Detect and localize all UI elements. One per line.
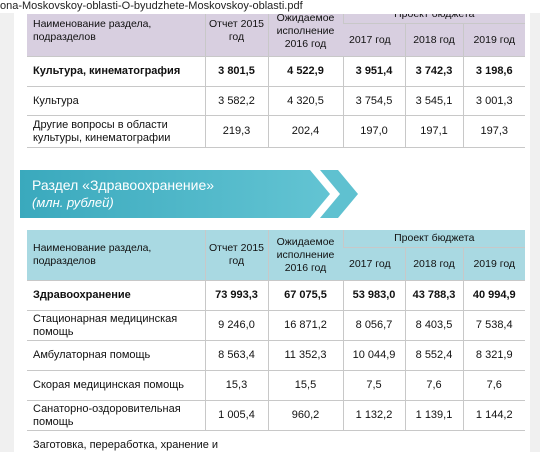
header-row: Наименование раздела, подразделов Отчет 2… [27, 14, 525, 57]
row-value: 219,3 [204, 115, 268, 148]
row-value: 1 144,2 [462, 400, 525, 431]
header-year: 2018 год [404, 247, 463, 281]
row-value: 16 871,2 [267, 310, 343, 341]
row-value: 43 788,3 [404, 280, 463, 311]
header-year: 2019 год [462, 23, 525, 57]
row-value: 1 132,2 [342, 400, 405, 431]
header-year: 2017 год [343, 23, 405, 57]
row-value: 1 005,4 [204, 400, 268, 431]
row-value: 7,6 [462, 370, 525, 401]
row-value: 4 522,9 [267, 56, 343, 87]
row-value: 3 801,5 [204, 56, 268, 87]
table-row: Санаторно-оздоровительная помощь 1 005,4 9… [27, 400, 525, 431]
row-value: 3 582,2 [204, 86, 268, 116]
banner-unit: (млн. рублей) [32, 195, 114, 210]
row-value: 197,0 [342, 115, 405, 148]
row-value: 8 563,4 [204, 340, 268, 371]
table-health: Наименование раздела, подразделов Отчет 2… [27, 230, 525, 452]
header-year: 2017 год [343, 247, 405, 281]
row-value: 3 545,1 [404, 86, 463, 116]
table-row: Культура, кинематография 3 801,5 4 522,9 3 … [27, 56, 525, 87]
row-label: Стационарная медицинская помощь [27, 310, 205, 341]
row-value: 8 403,5 [404, 310, 463, 341]
header-expected: Ожидаемое исполнение 2016 год [267, 230, 343, 281]
table-row: Здравоохранение 73 993,3 67 075,5 53 983,0 4… [27, 280, 525, 311]
row-value: 8 056,7 [342, 310, 405, 341]
row-value: 3 001,3 [462, 86, 525, 116]
row-value: 3 754,5 [342, 86, 405, 116]
row-label: Заготовка, переработка, хранение и [27, 430, 525, 452]
pdf-page: Наименование раздела, подразделов Отчет 2… [14, 13, 530, 452]
table-row: Другие вопросы в области культуры, кинем… [27, 115, 525, 148]
row-value: 9 246,0 [204, 310, 268, 341]
row-value: 197,1 [404, 115, 463, 148]
table-row: Культура 3 582,2 4 320,5 3 754,5 3 545,1 3 00… [27, 86, 525, 116]
row-value: 4 320,5 [267, 86, 343, 116]
row-value: 1 139,1 [404, 400, 463, 431]
row-value: 67 075,5 [267, 280, 343, 311]
row-label: Амбулаторная помощь [27, 340, 205, 371]
row-value: 3 742,3 [404, 56, 463, 87]
table-row: Амбулаторная помощь 8 563,4 11 352,3 10 044… [27, 340, 525, 371]
banner-title: Раздел «Здравоохранение» [32, 177, 215, 193]
header-year: 2018 год [404, 23, 463, 57]
header-name: Наименование раздела, подразделов [27, 230, 205, 281]
row-value: 73 993,3 [204, 280, 268, 311]
row-value: 3 951,4 [342, 56, 405, 87]
banner-text: Раздел «Здравоохранение» (млн. рублей) [32, 177, 214, 211]
row-value: 3 198,6 [462, 56, 525, 87]
row-value: 15,5 [267, 370, 343, 401]
data-table: Наименование раздела, подразделов Отчет 2… [27, 230, 525, 452]
row-value: 7,5 [342, 370, 405, 401]
header-year: 2019 год [462, 247, 525, 281]
data-table: Наименование раздела, подразделов Отчет 2… [27, 14, 525, 148]
row-value: 11 352,3 [267, 340, 343, 371]
row-label: Здравоохранение [27, 280, 205, 311]
banner-shape [20, 170, 358, 218]
header-project: Проект бюджета [342, 230, 525, 248]
table-culture: Наименование раздела, подразделов Отчет 2… [27, 14, 525, 153]
row-label: Другие вопросы в области культуры, кинем… [27, 115, 205, 148]
table-row: Стационарная медицинская помощь 9 246,0 16… [27, 310, 525, 341]
row-label: Скорая медицинская помощь [27, 370, 205, 401]
row-label: Санаторно-оздоровительная помощь [27, 400, 205, 431]
row-value: 15,3 [204, 370, 268, 401]
row-label: Культура [27, 86, 205, 116]
row-value: 960,2 [267, 400, 343, 431]
header-row: Наименование раздела, подразделов Отчет 2… [27, 230, 525, 281]
row-value: 8 321,9 [462, 340, 525, 371]
header-name: Наименование раздела, подразделов [27, 14, 205, 57]
row-value: 7 538,4 [462, 310, 525, 341]
row-value: 53 983,0 [342, 280, 405, 311]
row-value: 197,3 [462, 115, 525, 148]
row-value: 8 552,4 [404, 340, 463, 371]
header-report: Отчет 2015 год [204, 14, 268, 57]
header-expected: Ожидаемое исполнение 2016 год [267, 14, 343, 57]
row-value: 40 994,9 [462, 280, 525, 311]
table-row: Заготовка, переработка, хранение и [27, 430, 525, 452]
row-label: Культура, кинематография [27, 56, 205, 87]
header-project: Проект бюджета [342, 14, 525, 24]
row-value: 202,4 [267, 115, 343, 148]
row-value: 10 044,9 [342, 340, 405, 371]
table-row: Скорая медицинская помощь 15,3 15,5 7,5 7,6 7… [27, 370, 525, 401]
row-value: 7,6 [404, 370, 463, 401]
header-report: Отчет 2015 год [204, 230, 268, 281]
tab-title: ona-Moskovskoy-oblasti-O-byudzhete-Mosko… [0, 0, 540, 13]
